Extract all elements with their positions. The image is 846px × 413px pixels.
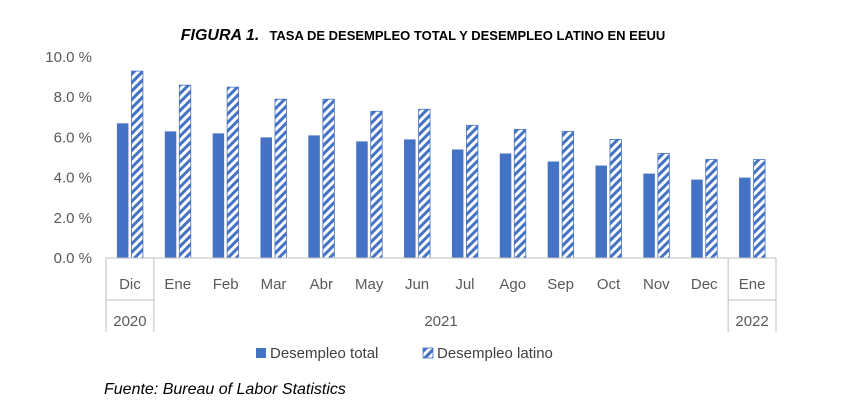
bar-desempleo-total <box>739 177 751 258</box>
legend-swatch-total <box>256 348 266 358</box>
y-tick-label: 8.0 % <box>54 89 92 106</box>
bar-desempleo-latino <box>274 98 287 259</box>
y-tick-label: 2.0 % <box>54 210 92 227</box>
bar-desempleo-latino <box>753 159 766 259</box>
bar-desempleo-latino <box>466 124 479 259</box>
bar-desempleo-latino <box>131 70 144 259</box>
bar-desempleo-latino <box>657 153 670 259</box>
x-axis-years: 2020 2021 2022 <box>113 313 769 330</box>
legend-label-latino: Desempleo latino <box>437 345 553 362</box>
source-note: Fuente: Bureau of Labor Statistics <box>104 381 346 398</box>
year-label: 2020 <box>113 313 146 330</box>
bar-desempleo-latino <box>370 110 383 259</box>
x-tick-label: Sep <box>547 276 574 293</box>
year-label: 2021 <box>424 313 457 330</box>
x-tick-label: Ene <box>164 276 191 293</box>
bar-desempleo-total <box>547 161 560 258</box>
y-tick-label: 6.0 % <box>54 129 92 146</box>
year-label: 2022 <box>735 313 768 330</box>
bar-desempleo-total <box>404 139 416 258</box>
chart-title-prefix: FIGURA 1. <box>181 27 260 44</box>
legend-label-total: Desempleo total <box>270 345 378 362</box>
bar-desempleo-latino <box>226 86 240 259</box>
chart-title-main: TASA DE DESEMPLEO TOTAL Y DESEMPLEO LATI… <box>269 28 665 43</box>
bar-desempleo-total <box>260 137 272 258</box>
x-tick-label: Dec <box>691 276 718 293</box>
y-tick-label: 0.0 % <box>54 250 92 267</box>
bar-desempleo-total <box>499 153 512 258</box>
bar-desempleo-total <box>308 135 320 258</box>
x-tick-label: Ene <box>739 276 766 293</box>
bar-desempleo-latino <box>418 108 431 259</box>
x-tick-label: Nov <box>643 276 670 293</box>
bar-desempleo-latino <box>705 159 718 259</box>
bar-desempleo-latino <box>609 139 622 259</box>
bar-desempleo-latino <box>561 130 575 259</box>
x-axis <box>105 257 777 332</box>
legend-swatch-latino <box>422 347 434 359</box>
x-tick-label: Mar <box>261 276 287 293</box>
x-tick-label: Oct <box>597 276 621 293</box>
x-tick-label: Jun <box>405 276 429 293</box>
bar-desempleo-latino <box>513 128 527 259</box>
bar-desempleo-latino <box>322 98 335 259</box>
bar-desempleo-total <box>691 179 703 258</box>
x-tick-label: Jul <box>455 276 474 293</box>
bar-desempleo-total <box>643 173 655 258</box>
y-axis-ticks: 0.0 % 2.0 % 4.0 % 6.0 % 8.0 % 10.0 % <box>45 49 92 267</box>
bar-desempleo-total <box>356 141 368 258</box>
x-tick-label: Ago <box>499 276 526 293</box>
legend: Desempleo total Desempleo latino <box>256 345 553 362</box>
y-tick-label: 10.0 % <box>45 49 92 66</box>
bar-desempleo-total <box>164 131 177 258</box>
x-tick-label: May <box>355 276 384 293</box>
x-tick-label: Abr <box>310 276 333 293</box>
bar-desempleo-total <box>595 165 607 258</box>
x-axis-categories: Dic Ene Feb Mar Abr May Jun Jul Ago Sep Oct Nov Dec E… <box>119 276 765 293</box>
chart-title: FIGURA 1. TASA DE DESEMPLEO TOTAL Y DESE… <box>181 27 666 44</box>
bar-desempleo-total <box>212 133 225 258</box>
bar-desempleo-total <box>451 149 464 258</box>
bar-desempleo-total <box>116 123 129 258</box>
bar-desempleo-latino <box>178 84 192 259</box>
y-tick-label: 4.0 % <box>54 170 92 187</box>
x-tick-label: Dic <box>119 276 141 293</box>
x-tick-label: Feb <box>213 276 239 293</box>
bars-group <box>116 70 766 259</box>
